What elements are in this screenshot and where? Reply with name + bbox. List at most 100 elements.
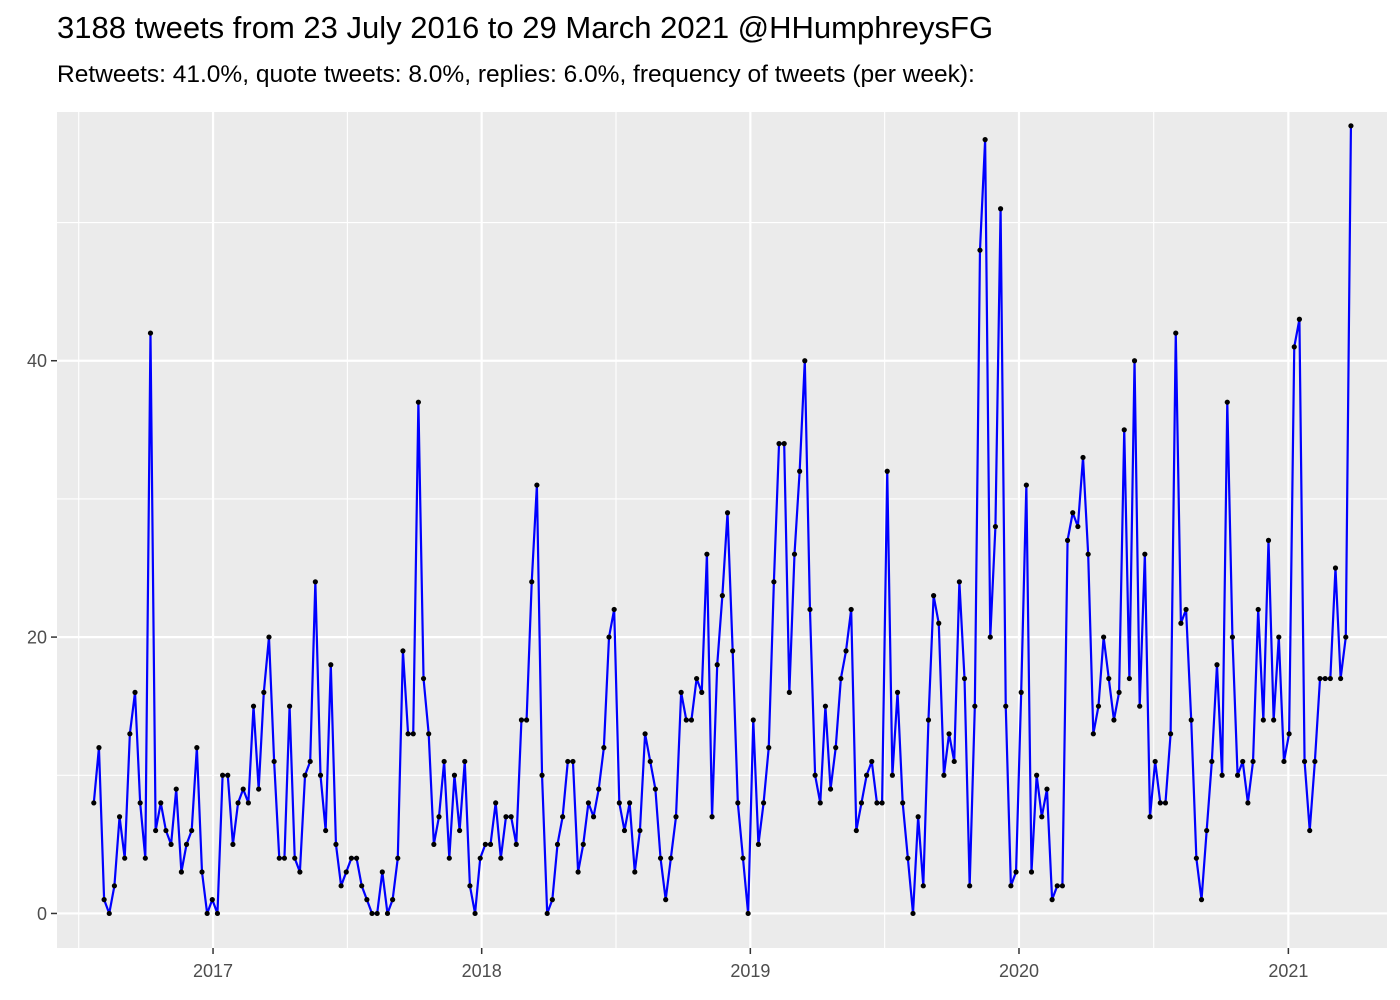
data-point [410, 731, 416, 737]
data-point [585, 800, 592, 806]
data-point [1250, 758, 1256, 765]
data-point [1090, 731, 1096, 737]
data-point [745, 910, 751, 917]
data-point [364, 897, 370, 903]
data-point [1234, 772, 1241, 778]
data-point [1162, 800, 1169, 806]
data-point [714, 662, 720, 668]
data-point [230, 841, 236, 847]
data-point [400, 648, 406, 654]
data-point [523, 717, 530, 723]
data-point [1322, 675, 1328, 682]
data-point [1131, 358, 1138, 364]
data-point [353, 855, 360, 861]
data-point [173, 786, 179, 792]
data-point [549, 897, 555, 903]
data-point [1049, 897, 1055, 903]
data-point [116, 814, 123, 820]
data-point [786, 689, 792, 695]
data-point [539, 772, 545, 778]
data-point [967, 883, 973, 889]
data-point [1023, 482, 1029, 488]
data-point [477, 855, 483, 861]
data-point [338, 883, 344, 889]
data-point [111, 883, 118, 889]
data-point [1116, 689, 1122, 695]
data-point [1188, 717, 1194, 723]
data-point [941, 772, 947, 778]
data-point [1095, 703, 1102, 709]
data-point [1229, 634, 1236, 640]
data-point [838, 675, 844, 682]
data-point [1044, 786, 1050, 792]
data-point [1296, 316, 1303, 322]
data-point [1327, 675, 1333, 682]
data-point [601, 745, 607, 751]
data-point [853, 827, 859, 834]
data-point [1214, 662, 1220, 668]
data-point [1183, 606, 1189, 613]
data-point [436, 814, 442, 820]
data-point [616, 800, 622, 806]
data-point [163, 827, 169, 834]
data-point [992, 523, 999, 530]
data-point [688, 717, 695, 723]
data-point [420, 675, 427, 682]
data-point [554, 841, 561, 847]
data-point [663, 897, 669, 903]
data-point [1028, 869, 1035, 875]
data-point [1332, 565, 1339, 571]
data-point [797, 468, 803, 474]
data-point [632, 869, 638, 875]
data-point [894, 689, 901, 695]
x-tick-label: 2018 [462, 961, 502, 981]
data-point [740, 855, 746, 861]
data-point [178, 869, 184, 875]
data-point [869, 758, 875, 765]
data-point [771, 579, 777, 585]
data-point [271, 758, 277, 765]
data-point [508, 814, 514, 820]
data-point [590, 814, 597, 820]
data-point [560, 814, 566, 820]
data-point [281, 855, 288, 861]
data-point [245, 800, 251, 806]
data-point [220, 772, 226, 778]
data-point [1343, 634, 1349, 640]
data-point [513, 841, 519, 847]
data-point [776, 441, 782, 447]
data-point [858, 800, 865, 806]
data-point [441, 758, 447, 765]
data-point [487, 841, 494, 847]
data-point [1198, 897, 1205, 903]
data-point [426, 731, 432, 737]
data-point [915, 814, 921, 820]
data-point [565, 758, 571, 765]
data-point [384, 910, 391, 917]
data-point [1121, 427, 1127, 433]
data-point [1059, 883, 1066, 889]
data-point [977, 247, 983, 253]
data-point [1080, 454, 1086, 461]
data-point [951, 758, 957, 765]
data-point [359, 883, 365, 889]
data-point [606, 634, 612, 640]
data-point [194, 745, 200, 751]
data-point [1271, 717, 1277, 723]
data-point [209, 897, 215, 903]
data-point [889, 772, 895, 778]
data-point [1126, 675, 1132, 682]
data-point [153, 827, 159, 834]
data-point [1307, 827, 1313, 834]
data-point [1008, 883, 1014, 889]
data-point [240, 786, 246, 792]
data-point [807, 606, 813, 613]
data-point [250, 703, 257, 709]
y-axis: 0 20 40 [27, 351, 57, 924]
data-point [766, 745, 772, 751]
data-point [328, 662, 334, 668]
data-point [642, 731, 648, 737]
data-point [961, 675, 968, 682]
data-point [910, 910, 916, 917]
